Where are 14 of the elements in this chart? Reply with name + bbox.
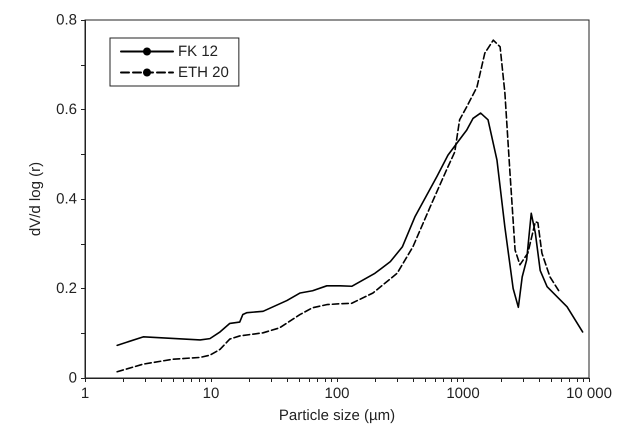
x-tick-label: 1 <box>80 385 90 402</box>
y-tick-label: 0.4 <box>56 190 77 208</box>
legend-label: ETH 20 <box>178 64 229 81</box>
y-axis-title: dV/d log (r) <box>27 162 44 236</box>
y-tick-label: 0 <box>68 370 77 386</box>
x-tick-label: 100 <box>324 385 350 402</box>
y-tick-label: 0.8 <box>56 12 77 28</box>
x-axis-title: Particle size (µm) <box>278 407 396 424</box>
legend-label: FK 12 <box>178 43 218 60</box>
y-tick-label: 0.2 <box>56 280 77 297</box>
y-tick-label: 0.6 <box>56 101 77 118</box>
x-tick-label: 10 <box>202 385 220 402</box>
x-tick-label: 10 000 <box>566 385 612 402</box>
x-tick-label: 1000 <box>446 385 480 402</box>
